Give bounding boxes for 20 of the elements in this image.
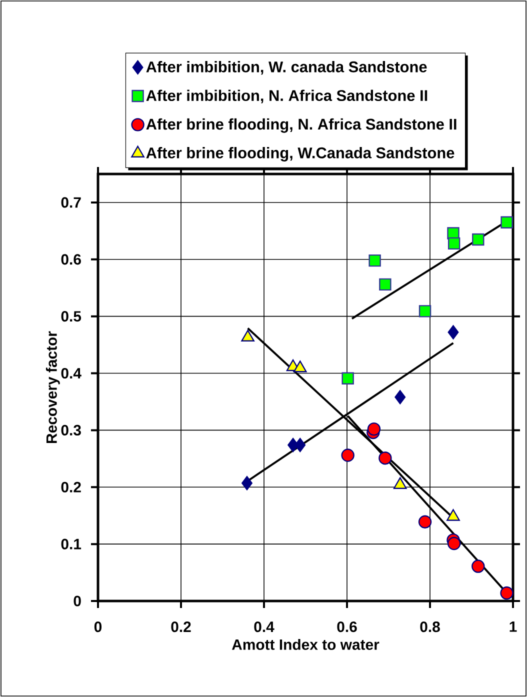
legend-label: After brine flooding, W.Canada Sandstone [146,147,454,162]
y-tick-label: 0 [74,596,81,606]
y-tick-label: 0.5 [61,311,82,322]
y-tick-label: 0.7 [61,197,81,208]
y-tick-label: 0.6 [61,254,81,265]
x-axis-title: Amott Index to water [232,638,380,650]
x-tick-label: 0.6 [337,622,357,632]
y-axis-title: Recovery factor [46,331,60,443]
legend-label: After brine flooding, N. Africa Sandstone II [146,118,456,133]
y-tick-label: 0.4 [61,368,82,379]
x-tick-label: 0.4 [254,622,274,632]
legend-label: After imbibition, N. Africa Sandstone II [146,90,428,104]
y-tick-label: 0.3 [61,424,81,436]
x-tick-label: 0.8 [420,622,440,632]
y-tick-label: 0.1 [61,538,82,550]
x-tick-label: 0 [94,622,102,632]
x-tick-label: 0.2 [171,622,191,632]
y-tick-label: 0.2 [61,482,81,492]
legend-label: After imbibition, W. canada Sandstone [146,61,427,75]
x-tick-label: 1 [510,622,517,632]
